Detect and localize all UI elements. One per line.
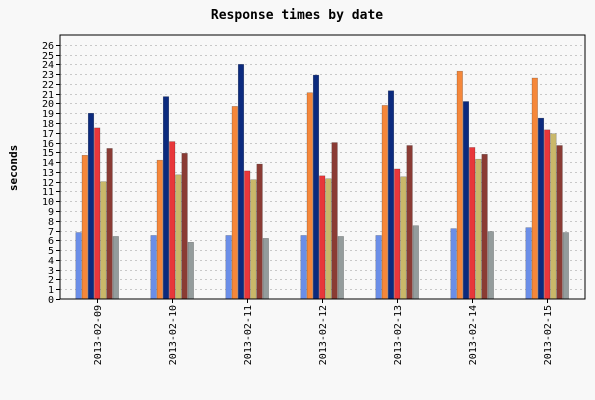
bar xyxy=(175,174,182,300)
y-tick-label: 9 xyxy=(48,207,54,218)
y-tick-label: 14 xyxy=(42,158,54,169)
y-tick-label: 22 xyxy=(42,80,54,91)
x-tick-label: 2013-02-11 xyxy=(243,305,254,365)
bar xyxy=(394,168,401,300)
x-tick-label: 2013-02-13 xyxy=(393,305,404,365)
x-tick-label: 2013-02-15 xyxy=(543,305,554,365)
bar xyxy=(87,112,95,300)
bar xyxy=(250,179,257,300)
bar xyxy=(400,176,407,300)
y-tick-label: 25 xyxy=(42,51,54,62)
y-axis-label: seconds xyxy=(7,145,20,191)
axes xyxy=(56,34,586,303)
bar xyxy=(562,232,569,300)
bar xyxy=(100,181,107,300)
y-tick-label: 19 xyxy=(42,109,54,120)
bar xyxy=(319,175,326,300)
y-tick-label: 4 xyxy=(48,256,54,267)
y-tick-label: 2 xyxy=(48,275,54,286)
y-tick-label: 24 xyxy=(42,60,54,71)
y-tick-label: 8 xyxy=(48,217,54,228)
bar xyxy=(94,127,101,300)
bar xyxy=(312,74,320,300)
y-tick-label: 12 xyxy=(42,178,54,189)
bar xyxy=(375,235,382,300)
bars xyxy=(75,64,569,300)
x-tick-labels: 2013-02-09 2013-02-10 2013-02-11 2013-02-12… xyxy=(93,305,554,365)
y-tick-label: 16 xyxy=(42,139,54,150)
y-tick-label: 17 xyxy=(42,129,54,140)
bar xyxy=(544,129,551,300)
y-tick-label: 20 xyxy=(42,99,54,110)
bar xyxy=(462,101,470,300)
bar xyxy=(231,106,238,300)
bar xyxy=(556,145,563,300)
bar xyxy=(112,236,119,300)
y-tick-label: 10 xyxy=(42,197,54,208)
bar xyxy=(106,148,113,300)
bar xyxy=(325,178,332,300)
y-tick-label: 18 xyxy=(42,119,54,130)
bar xyxy=(550,133,557,300)
bar xyxy=(412,225,419,300)
x-tick-label: 2013-02-10 xyxy=(168,305,179,365)
bar xyxy=(537,117,545,300)
y-tick-label: 3 xyxy=(48,266,54,277)
bar xyxy=(481,154,488,300)
bar xyxy=(262,238,269,300)
x-tick-label: 2013-02-14 xyxy=(468,305,479,365)
bar xyxy=(162,96,170,300)
bar xyxy=(75,232,82,300)
bar xyxy=(525,227,532,300)
y-tick-label: 13 xyxy=(42,168,54,179)
y-tick-label: 23 xyxy=(42,70,54,81)
y-tick-label: 1 xyxy=(48,285,54,296)
bar xyxy=(475,158,482,300)
bar xyxy=(244,170,251,300)
bar xyxy=(306,92,313,300)
bar xyxy=(337,236,344,300)
bar xyxy=(256,163,263,300)
bar xyxy=(469,147,476,300)
bar xyxy=(150,235,157,300)
bar xyxy=(406,145,413,300)
x-tick-label: 2013-02-09 xyxy=(93,305,104,365)
bar xyxy=(450,228,457,300)
bar xyxy=(237,64,245,300)
bar xyxy=(387,90,395,300)
y-tick-label: 26 xyxy=(42,41,54,52)
y-tick-labels: 0123456789101112131415161718192021222324… xyxy=(42,41,54,306)
y-tick-label: 0 xyxy=(48,295,54,306)
bar xyxy=(187,242,194,300)
bar xyxy=(381,105,388,300)
y-tick-label: 15 xyxy=(42,148,54,159)
y-tick-label: 11 xyxy=(42,187,54,198)
bar xyxy=(225,235,232,300)
bar xyxy=(531,77,538,300)
bar xyxy=(169,141,176,300)
y-tick-label: 21 xyxy=(42,90,54,101)
chart-title: Response times by date xyxy=(211,8,383,23)
y-tick-label: 6 xyxy=(48,236,54,247)
bar xyxy=(331,142,338,300)
bar xyxy=(487,231,494,300)
bar xyxy=(456,70,463,300)
y-tick-label: 5 xyxy=(48,246,54,257)
bar xyxy=(81,155,88,300)
bar xyxy=(300,235,307,300)
y-tick-label: 7 xyxy=(48,227,54,238)
x-tick-label: 2013-02-12 xyxy=(318,305,329,365)
bar xyxy=(181,153,188,300)
bar xyxy=(156,159,163,300)
